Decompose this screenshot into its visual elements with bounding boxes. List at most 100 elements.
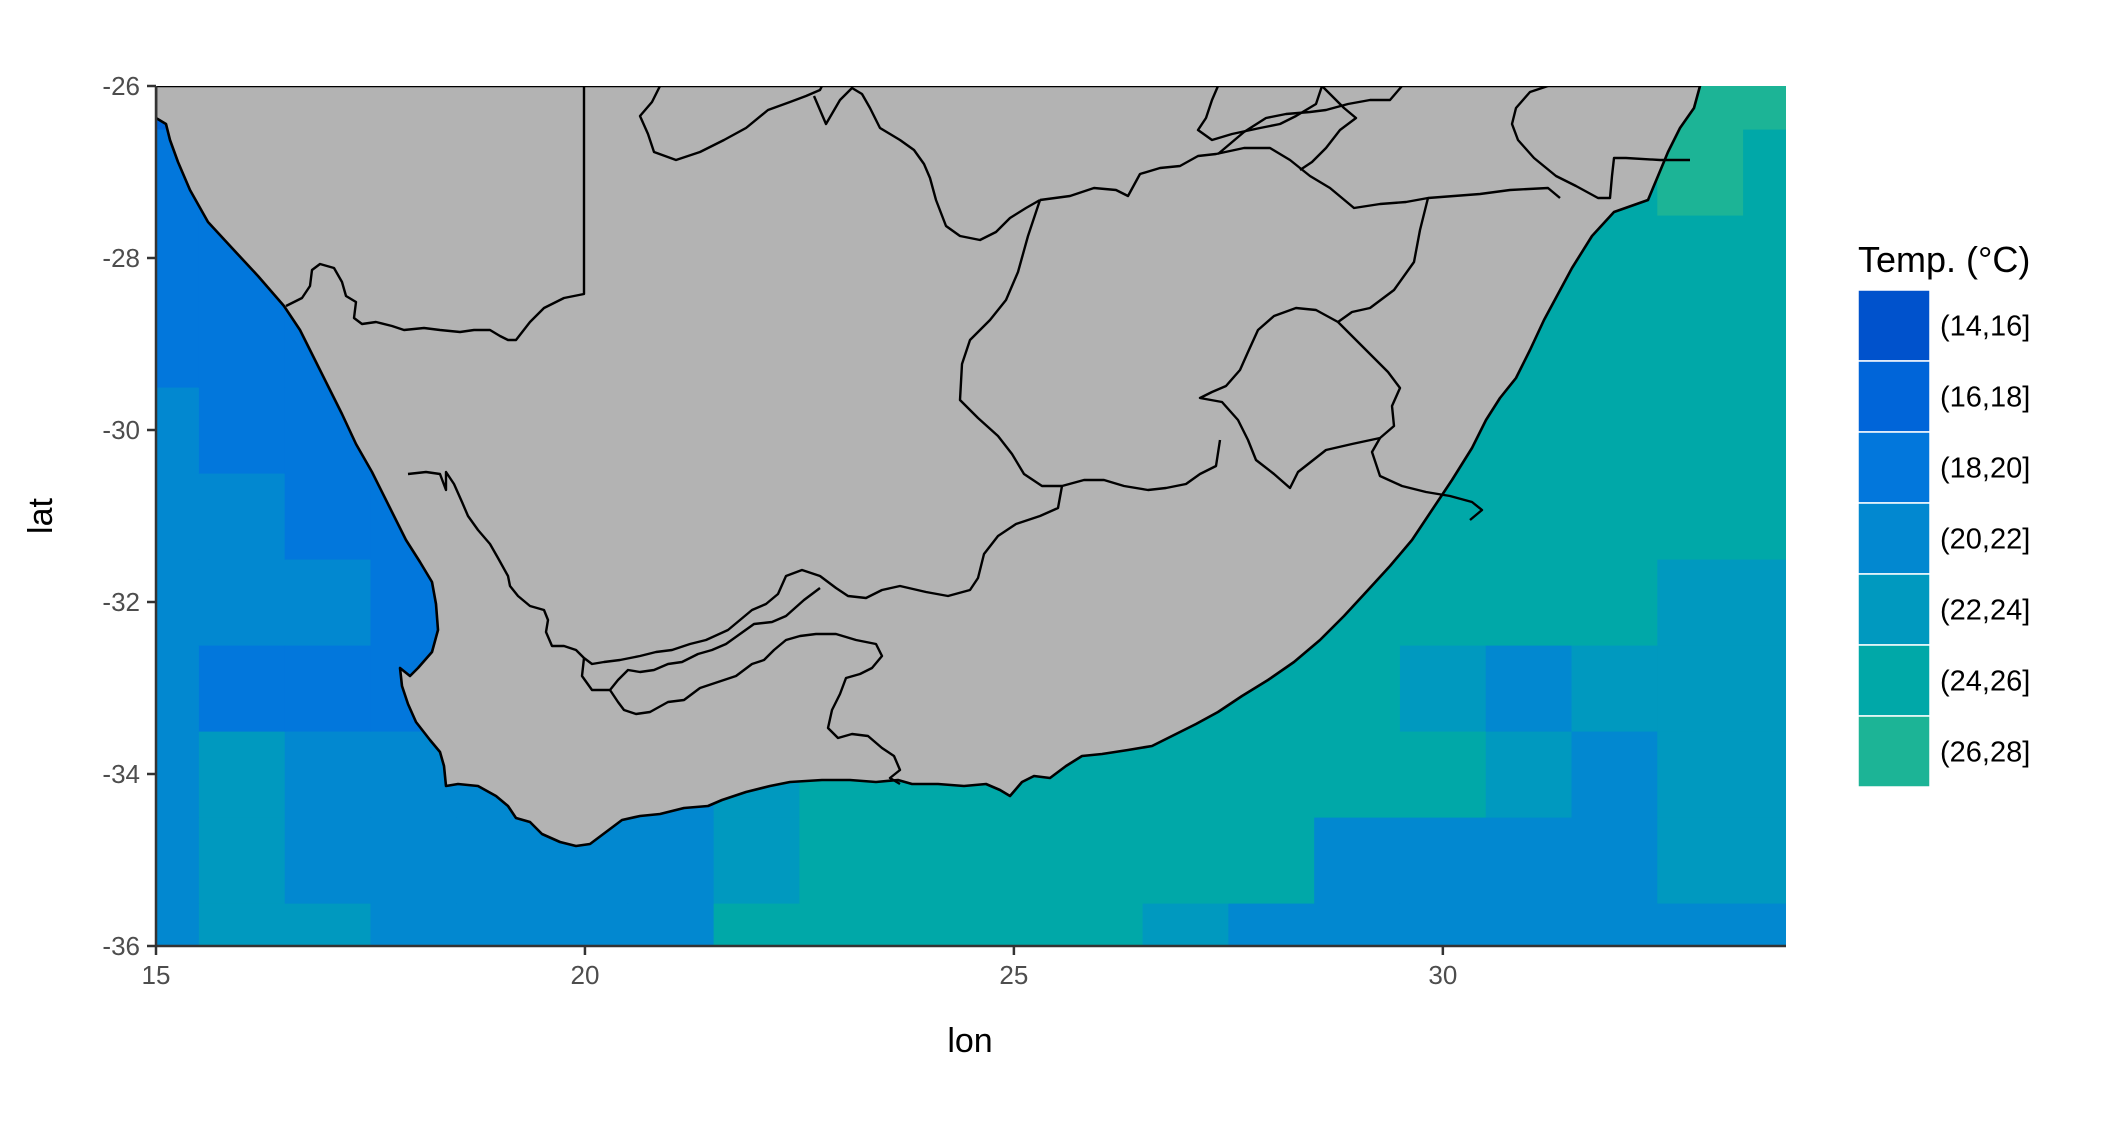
temperature-cell (1743, 301, 1786, 388)
legend-key (1857, 360, 1931, 433)
border-province-kzn (1337, 197, 1430, 323)
temperature-cell (1743, 645, 1786, 732)
border-botswana-north (812, 86, 1041, 242)
temperature-cell (1571, 473, 1658, 560)
temperature-cell (370, 903, 457, 946)
temperature-cell (1571, 817, 1658, 904)
border-province-kzn-south (1370, 437, 1484, 521)
border-lesotho (1198, 306, 1402, 490)
temperature-cell (1571, 645, 1658, 732)
temperature-cell (1485, 645, 1573, 732)
x-tick-label: 15 (142, 960, 171, 990)
y-tick-label: -28 (102, 243, 140, 273)
temperature-cell (971, 817, 1058, 904)
temperature-cell (1228, 817, 1315, 904)
temperature-cell (284, 817, 372, 904)
legend-entries: (14,16] (16,18] (18,20] (20,22] (22,24] (24,2… (1857, 289, 2030, 788)
temperature-cell (284, 559, 372, 646)
temperature-cell (1142, 731, 1229, 818)
x-tick-label: 30 (1428, 960, 1457, 990)
temperature-cell (1743, 903, 1786, 946)
temperature-cell (156, 903, 200, 946)
temperature-cell (1399, 731, 1487, 818)
border-province-freestate-north (1039, 146, 1561, 210)
border-namibia-southafrica (285, 86, 586, 342)
temperature-cell (1399, 903, 1487, 946)
temperature-cell (542, 903, 629, 946)
temperature-cell (1399, 559, 1487, 646)
temperature-cell (1743, 215, 1786, 302)
temperature-cell (1743, 559, 1786, 646)
x-axis: 15 20 25 30 lon (142, 944, 1786, 1060)
temperature-cell (799, 903, 886, 946)
temperature-cell (284, 731, 372, 818)
temperature-cell (370, 817, 457, 904)
temperature-cell (971, 903, 1058, 946)
temperature-cell (1314, 731, 1401, 818)
temperature-cell (713, 817, 801, 904)
legend-label: (14,16] (1940, 311, 2030, 343)
temperature-cell (1657, 215, 1744, 302)
border-province-mpumalanga (1217, 86, 1403, 155)
temperature-cell (713, 903, 801, 946)
temperature-cell (1571, 559, 1658, 646)
temperature-cell (156, 817, 200, 904)
temperature-cell (1056, 903, 1144, 946)
temperature-cell (156, 731, 200, 818)
temperature-cell (1314, 817, 1401, 904)
temperature-cell (156, 645, 200, 732)
temperature-cell (1657, 301, 1744, 388)
y-tick-label: -26 (102, 71, 140, 101)
temperature-cell (156, 215, 200, 302)
temperature-cell (156, 473, 200, 560)
temperature-cell (1743, 473, 1786, 560)
border-eswatini (1510, 86, 1690, 200)
temperature-cell (1485, 731, 1573, 818)
temperature-cell (156, 387, 200, 474)
temperature-cell (1314, 903, 1401, 946)
temperature-cell (1657, 817, 1744, 904)
legend-label: (26,28] (1940, 737, 2030, 769)
land-southern-africa (156, 86, 1702, 848)
temperature-cell (1571, 731, 1658, 818)
x-tick-label: 25 (999, 960, 1028, 990)
y-tick-label: -32 (102, 587, 140, 617)
x-axis-title: lon (947, 1022, 992, 1060)
legend-key (1857, 644, 1931, 717)
temperature-cell (1142, 817, 1229, 904)
temperature-cell (627, 903, 715, 946)
legend-key (1857, 573, 1931, 646)
x-tick-group: 15 20 25 30 (142, 946, 1457, 990)
temperature-cell (1657, 559, 1744, 646)
internal-borders (285, 86, 1690, 786)
legend-key (1857, 431, 1931, 504)
temperature-cell (1485, 817, 1573, 904)
y-tick-group: -26 -28 -30 -32 -34 -36 (102, 71, 156, 961)
temperature-cell (1657, 473, 1744, 560)
temperature-cell (456, 903, 543, 946)
temperature-cell (198, 903, 286, 946)
temperature-cell (198, 301, 286, 388)
y-tick-label: -34 (102, 759, 140, 789)
temperature-cell (156, 301, 200, 388)
temperature-cell (284, 645, 372, 732)
legend-label: (22,24] (1940, 595, 2030, 627)
legend-label: (16,18] (1940, 382, 2030, 414)
legend-title: Temp. (°C) (1858, 239, 2030, 280)
temperature-cell (1228, 903, 1315, 946)
temperature-cell (1485, 473, 1573, 560)
temperature-cell (1657, 731, 1744, 818)
temperature-cell (1142, 903, 1229, 946)
temperature-cell (1657, 387, 1744, 474)
land-layer (156, 86, 1702, 848)
temperature-cell (156, 559, 200, 646)
temperature-cell (1657, 645, 1744, 732)
temperature-cell (799, 817, 886, 904)
temperature-cell (1485, 559, 1573, 646)
temperature-cell (284, 473, 372, 560)
y-tick-label: -30 (102, 415, 140, 445)
temperature-cell (1399, 645, 1487, 732)
temperature-cell (1399, 817, 1487, 904)
border-province-western-cape-south (609, 632, 902, 786)
legend: Temp. (°C) (14,16](16,18](18,20](20,22](… (1857, 239, 2030, 788)
